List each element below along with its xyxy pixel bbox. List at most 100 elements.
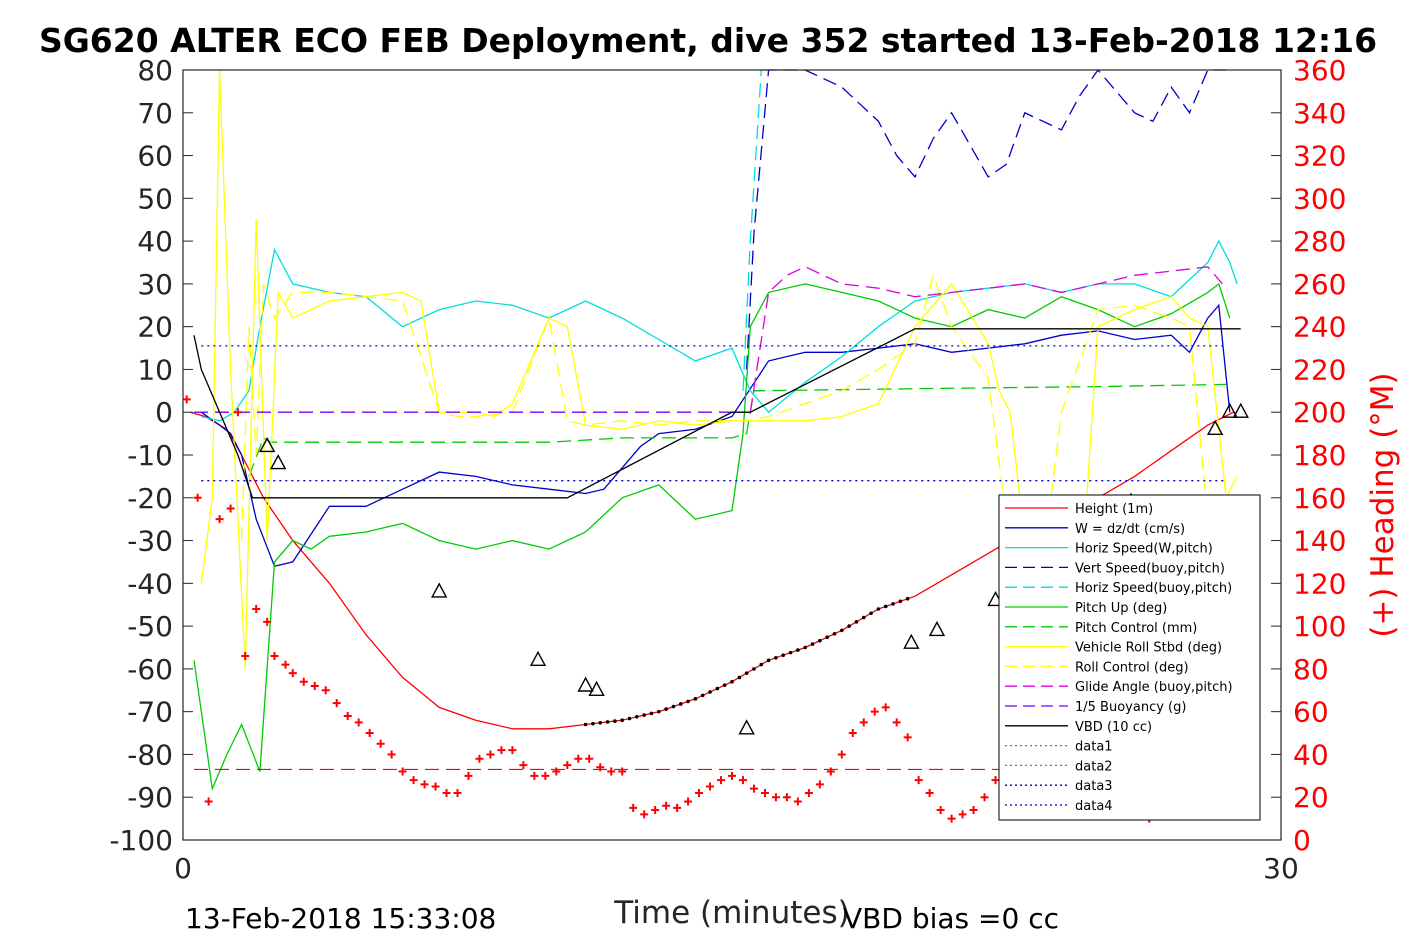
dive-marker-triangle [577, 676, 594, 692]
y-tick-label: 80 [137, 54, 173, 87]
dive-marker-triangle [529, 650, 547, 667]
series-line-roll-control-deg [240, 273, 1231, 584]
heading-point [508, 746, 517, 755]
height-sample-dot [649, 711, 654, 716]
y2-tick-label: 300 [1293, 182, 1346, 215]
y-tick-label: 30 [137, 268, 173, 301]
legend-label: Vehicle Roll Stbd (deg) [1075, 641, 1222, 656]
heading-point [706, 782, 715, 791]
y-tick-label: 40 [137, 225, 173, 258]
height-sample-dot [693, 697, 698, 701]
dive-marker-triangle [259, 436, 276, 453]
dive-marker-triangle [269, 454, 287, 470]
heading-point [343, 711, 352, 720]
heading-point [376, 739, 385, 748]
height-sample-dot [876, 607, 881, 611]
heading-point [903, 733, 912, 742]
dive-marker-triangle [431, 582, 448, 598]
series-line-pitch-control-mm [248, 383, 1227, 477]
height-sample-dot [583, 722, 588, 727]
heading-point [881, 703, 890, 712]
y-tick-label: -10 [127, 439, 173, 472]
heading-point [332, 699, 341, 708]
height-sample-dot [715, 686, 720, 691]
y2-axis-label: (+) Heading (°M) [1365, 372, 1401, 637]
legend-label: data3 [1075, 779, 1113, 794]
height-sample-dot [730, 679, 734, 684]
legend-label: Horiz Speed(buoy,pitch) [1075, 581, 1232, 596]
legend-label: data2 [1075, 759, 1113, 774]
heading-point [442, 788, 451, 797]
y-tick-label: 70 [137, 97, 173, 130]
heading-point [651, 806, 660, 815]
series-line-glide-angle-buoy-pitch [749, 266, 1223, 413]
legend-label: data4 [1075, 799, 1113, 814]
heading-point [749, 784, 758, 793]
y-tick-label: -60 [127, 653, 173, 686]
heading-point [497, 746, 506, 755]
y2-tick-label: 260 [1293, 268, 1346, 301]
heading-point [299, 677, 308, 686]
heading-point [475, 754, 484, 763]
height-sample-dot [861, 615, 866, 620]
heading-point [914, 776, 923, 785]
y2-tick-label: 280 [1293, 225, 1346, 258]
heading-point [486, 750, 495, 759]
y2-tick-label: 340 [1293, 97, 1346, 130]
heading-point [354, 718, 363, 727]
legend-label: data1 [1075, 740, 1113, 755]
y-tick-label: -80 [127, 738, 173, 771]
heading-point [804, 788, 813, 797]
y-tick-label: 50 [137, 182, 173, 215]
height-sample-dot [832, 632, 837, 636]
height-sample-dot [774, 655, 778, 660]
height-sample-dot [620, 718, 624, 723]
y2-tick-label: 120 [1293, 567, 1346, 600]
dive-marker-triangle [903, 633, 920, 649]
heading-point [270, 652, 279, 661]
y2-tick-label: 60 [1293, 696, 1329, 729]
heading-point [958, 810, 967, 819]
heading-point [717, 776, 726, 785]
y2-tick-label: 180 [1293, 439, 1346, 472]
legend: Height (1m) W = dz/dt (cm/s) Horiz Speed(W… [998, 494, 1261, 821]
y-tick-label: -90 [127, 781, 173, 814]
y2-tick-label: 320 [1293, 140, 1346, 173]
y2-tick-label: 360 [1293, 54, 1346, 87]
height-sample-dot [613, 719, 617, 723]
height-sample-dot [671, 704, 676, 709]
dive-marker-triangle [928, 620, 946, 637]
series-line-horiz-speed-buoy-pitch [742, 69, 780, 391]
height-sample-dot [722, 683, 727, 687]
heading-point [859, 718, 868, 727]
y-tick-label: -40 [127, 567, 173, 600]
heading-point [925, 788, 934, 797]
legend-label: Horiz Speed(W,pitch) [1075, 542, 1213, 557]
heading-point [288, 669, 297, 678]
heading-point [387, 750, 396, 759]
y-tick-label: 10 [137, 353, 173, 386]
dive-marker-triangle [1232, 402, 1249, 418]
height-sample-dot [657, 709, 661, 714]
series-line-horiz-speed-w-pitch [201, 239, 1238, 422]
y2-tick-label: 220 [1293, 353, 1346, 386]
y2-tick-label: 80 [1293, 653, 1329, 686]
axis-ticks: 80706050403020100-10-20-30-40-50-60-70-8… [109, 54, 1346, 885]
height-sample-dot [635, 715, 639, 719]
heading-point [936, 806, 945, 815]
heading-point [771, 793, 780, 802]
heading-point [263, 617, 272, 626]
heading-point [453, 788, 462, 797]
heading-point [728, 771, 736, 780]
heading-point [365, 729, 374, 738]
heading-point [837, 750, 846, 759]
height-sample-dot [883, 604, 888, 609]
y2-tick-label: 240 [1293, 311, 1346, 344]
heading-point [563, 761, 572, 770]
y-tick-label: -20 [127, 482, 173, 515]
heading-point [541, 771, 550, 780]
legend-label: Glide Angle (buoy,pitch) [1075, 680, 1233, 695]
y2-tick-label: 140 [1293, 525, 1346, 558]
y2-tick-label: 0 [1293, 824, 1311, 857]
heading-point [892, 718, 901, 727]
